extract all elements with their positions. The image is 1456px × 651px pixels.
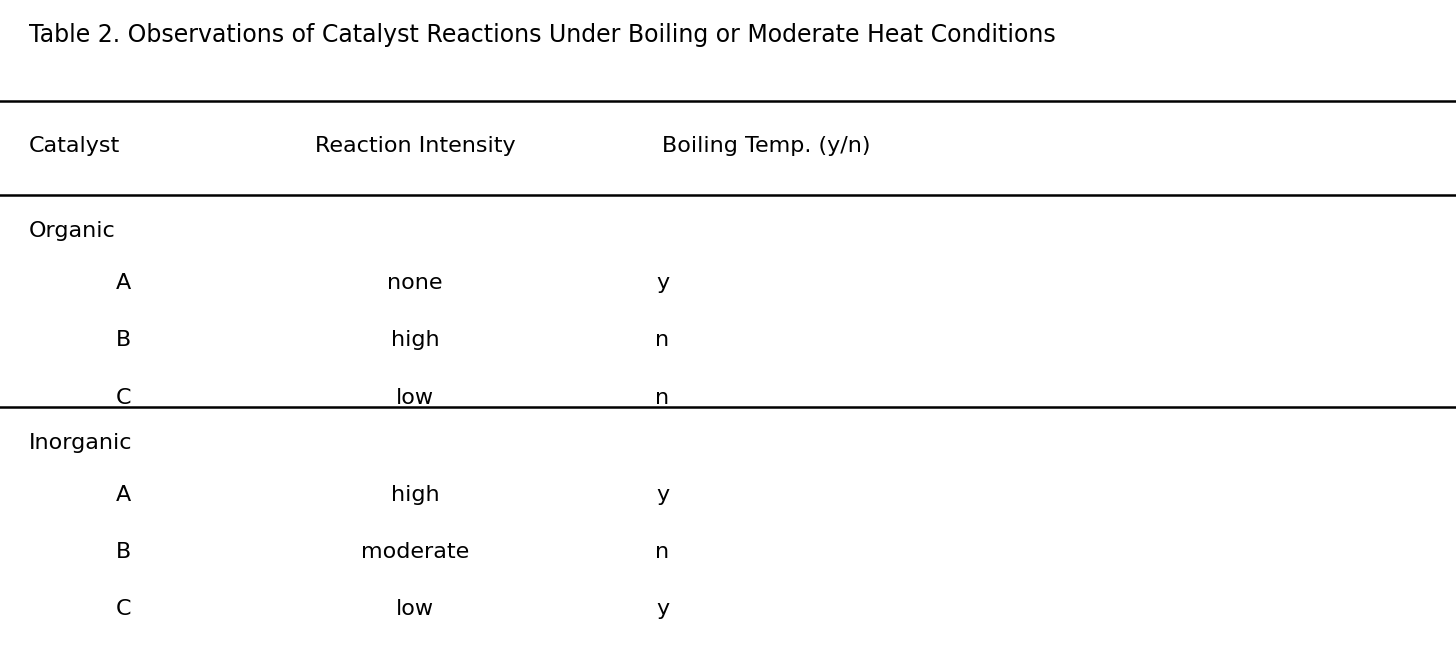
Text: C: C [116, 600, 131, 619]
Text: moderate: moderate [361, 542, 469, 562]
Text: A: A [116, 485, 131, 505]
Text: high: high [390, 331, 440, 350]
Text: y: y [655, 273, 670, 293]
Text: Table 2. Observations of Catalyst Reactions Under Boiling or Moderate Heat Condi: Table 2. Observations of Catalyst Reacti… [29, 23, 1056, 47]
Text: low: low [396, 388, 434, 408]
Text: n: n [655, 542, 670, 562]
Text: high: high [390, 485, 440, 505]
Text: C: C [116, 388, 131, 408]
Text: Reaction Intensity: Reaction Intensity [314, 137, 515, 156]
Text: y: y [655, 485, 670, 505]
Text: none: none [387, 273, 443, 293]
Text: n: n [655, 331, 670, 350]
Text: Inorganic: Inorganic [29, 433, 132, 452]
Text: B: B [116, 331, 131, 350]
Text: Catalyst: Catalyst [29, 137, 121, 156]
Text: n: n [655, 388, 670, 408]
Text: Organic: Organic [29, 221, 116, 241]
Text: y: y [655, 600, 670, 619]
Text: A: A [116, 273, 131, 293]
Text: low: low [396, 600, 434, 619]
Text: Boiling Temp. (y/n): Boiling Temp. (y/n) [662, 137, 871, 156]
Text: B: B [116, 542, 131, 562]
